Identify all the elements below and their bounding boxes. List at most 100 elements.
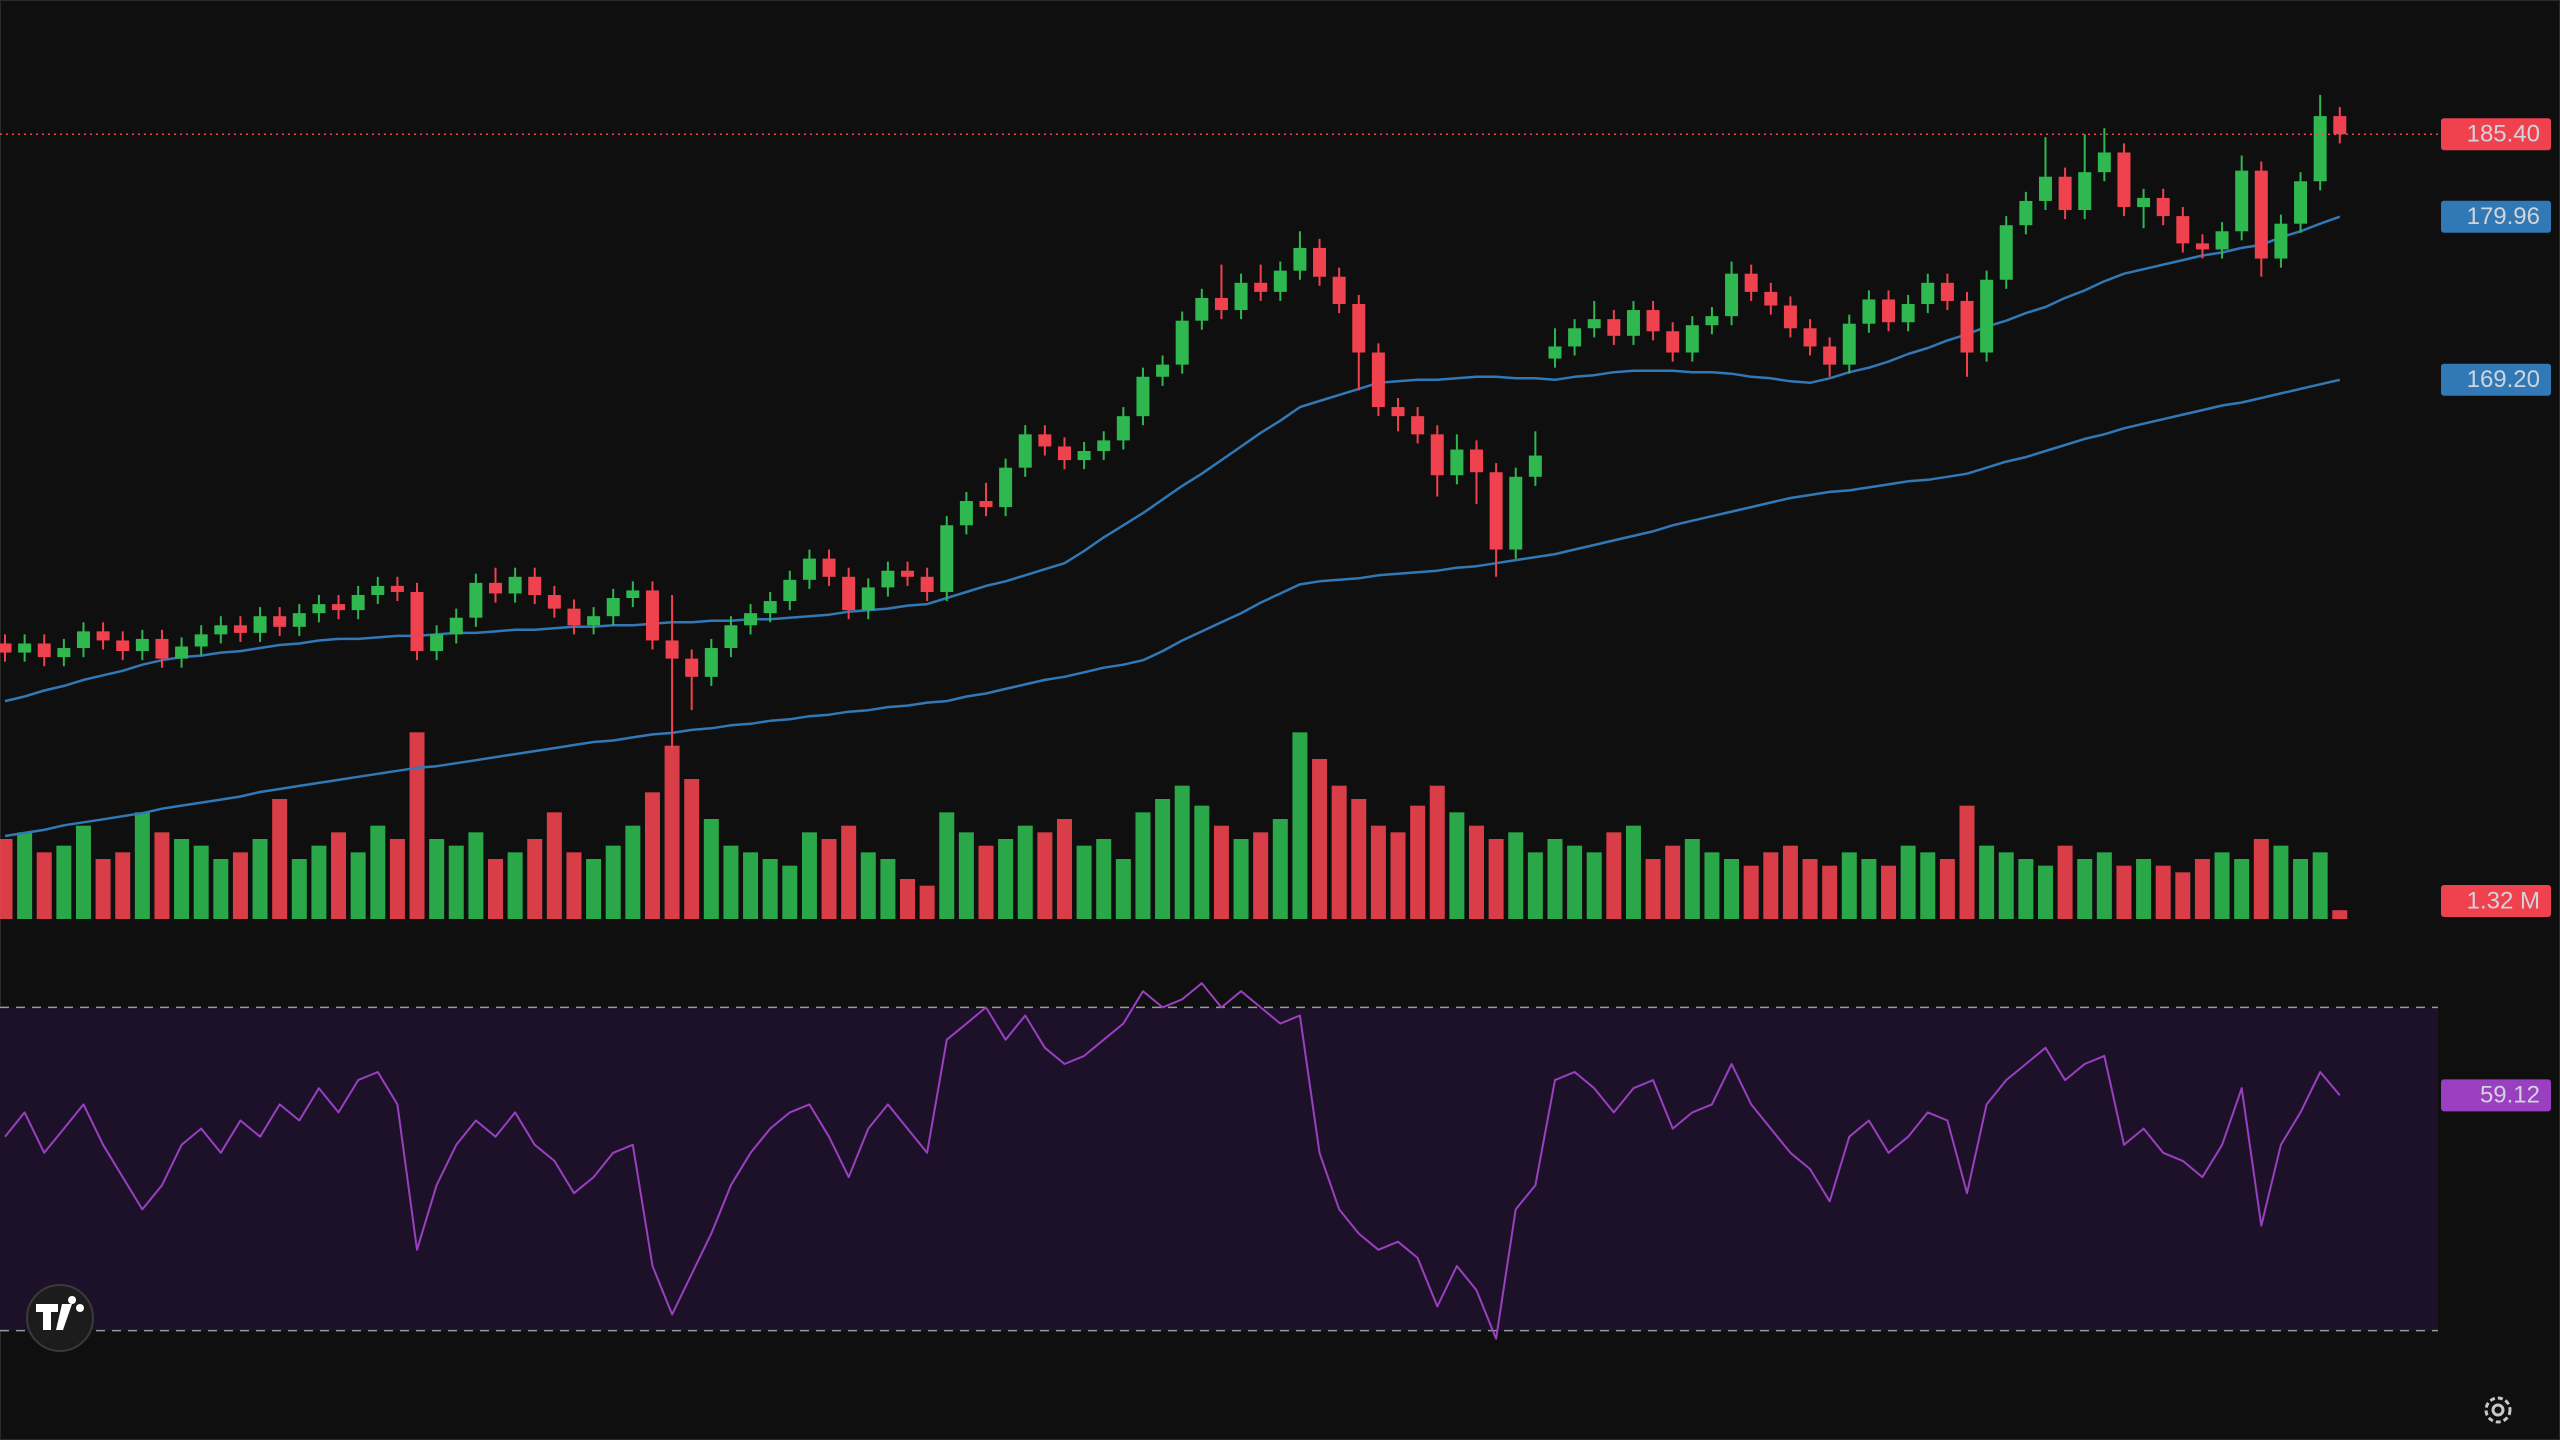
candle-body: [685, 658, 699, 677]
candle-body: [2254, 170, 2268, 259]
volume-bar: [919, 885, 935, 919]
candle-body: [449, 617, 463, 635]
candle-body: [1646, 310, 1660, 332]
volume-bar: [625, 825, 641, 919]
volume-bar: [2018, 859, 2034, 919]
candle-body: [312, 604, 326, 614]
candle-body: [2176, 216, 2190, 244]
candle-body: [175, 646, 189, 659]
volume-bar: [1253, 832, 1269, 919]
candle-body: [2195, 243, 2209, 250]
candle-body: [842, 576, 856, 611]
volume-bar: [1135, 812, 1151, 919]
volume-bar: [900, 879, 916, 919]
candle-body: [273, 616, 287, 627]
candle-body: [2117, 152, 2131, 208]
volume-bar: [1508, 832, 1524, 919]
rsi-value-badge-bg: [2441, 1079, 2551, 1112]
volume-bar: [1037, 832, 1053, 919]
logo-mark: [36, 1296, 77, 1330]
volume-bar: [546, 812, 562, 919]
volume-bar: [1527, 852, 1543, 919]
candle-body: [1156, 364, 1170, 377]
volume-bar: [350, 852, 366, 919]
volume-bar: [821, 839, 837, 919]
candle-body: [1980, 279, 1994, 353]
candle-body: [724, 625, 738, 649]
volume-layer: [0, 732, 2348, 919]
candle-body: [1273, 270, 1287, 292]
logo-dot: [76, 1304, 84, 1312]
volume-bar: [272, 799, 288, 919]
volume-bar: [664, 745, 680, 919]
candle-body: [1744, 273, 1758, 292]
candle-body: [116, 640, 130, 652]
volume-bar: [998, 839, 1014, 919]
volume-bar: [1645, 859, 1661, 919]
candle-body: [1862, 299, 1876, 324]
volume-bar: [1841, 852, 1857, 919]
volume-bar: [2077, 859, 2093, 919]
candle-body: [1450, 449, 1464, 476]
candle-body: [1783, 305, 1797, 329]
volume-bar: [1390, 832, 1406, 919]
volume-bar: [2234, 859, 2250, 919]
volume-bar: [2116, 865, 2132, 919]
candle-body: [645, 590, 659, 641]
candle-body: [1901, 304, 1915, 323]
volume-bar: [801, 832, 817, 919]
volume-bar: [174, 839, 190, 919]
candle-body: [1136, 376, 1150, 417]
volume-bar: [1861, 859, 1877, 919]
volume-bar: [1155, 799, 1171, 919]
candle-body: [0, 643, 12, 653]
settings-icon[interactable]: [2484, 1396, 2512, 1424]
volume-bar: [782, 865, 798, 919]
volume-bar: [1920, 852, 1936, 919]
volume-bar: [1979, 845, 1995, 919]
logo[interactable]: [26, 1284, 94, 1352]
volume-bar: [468, 832, 484, 919]
candle-body: [1097, 440, 1111, 452]
moving-average-line: [4, 215, 2341, 703]
candle-body: [253, 616, 267, 633]
candle-body: [1038, 434, 1052, 447]
candle-body: [979, 501, 993, 508]
volume-bar: [2312, 852, 2328, 919]
gear-inner: [2491, 1403, 2505, 1417]
candle-body: [233, 625, 247, 633]
candle-body: [508, 576, 522, 594]
candle-body: [37, 643, 51, 658]
volume-bar: [1763, 852, 1779, 919]
volume-bar: [2175, 872, 2191, 919]
candle-body: [1803, 328, 1817, 347]
candle-body: [1921, 282, 1935, 305]
volume-bar: [1625, 825, 1641, 919]
volume-bar: [232, 852, 248, 919]
candle-body: [901, 570, 915, 577]
candle-body: [959, 501, 973, 526]
volume-bar: [1213, 825, 1229, 919]
candle-body: [135, 638, 149, 652]
candle-body: [2215, 231, 2229, 250]
volume-bar: [507, 852, 523, 919]
volume-bar: [1292, 732, 1308, 919]
candle-body: [1842, 323, 1856, 365]
volume-bar: [1076, 845, 1092, 919]
volume-bar: [1822, 865, 1838, 919]
volume-bar: [2194, 859, 2210, 919]
candle-body: [783, 579, 797, 602]
gear-outer[interactable]: [2484, 1396, 2512, 1424]
layers: 179.96 169.20 185.40 1.32 M 59.12: [0, 94, 2551, 1340]
volume-bar: [1586, 852, 1602, 919]
candle-body: [2078, 172, 2092, 211]
volume-bar: [2273, 845, 2289, 919]
volume-bar: [684, 779, 700, 919]
candle-body: [194, 634, 208, 647]
volume-bar: [1410, 805, 1426, 919]
volume-bar: [1115, 859, 1131, 919]
candle-body: [1705, 316, 1719, 326]
volume-bar: [860, 852, 876, 919]
candle-body: [214, 625, 228, 635]
moving-average-line: [4, 378, 2341, 838]
